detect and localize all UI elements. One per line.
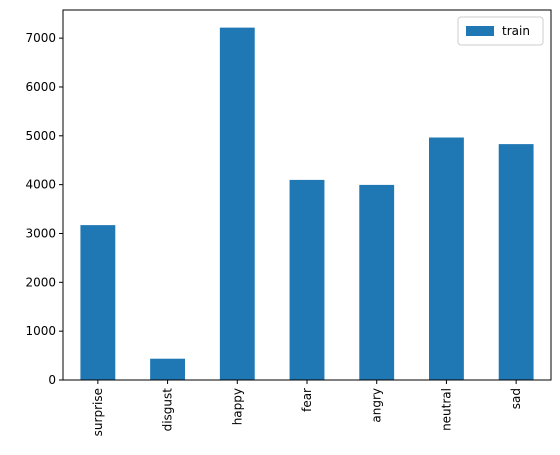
bar-neutral bbox=[429, 137, 464, 380]
legend-label-train: train bbox=[502, 24, 530, 38]
x-tick-label-surprise: surprise bbox=[91, 388, 105, 436]
y-tick-label: 1000 bbox=[25, 324, 56, 338]
legend-swatch-train bbox=[466, 26, 494, 36]
bar-fear bbox=[289, 179, 325, 380]
bars-layer bbox=[80, 27, 534, 380]
legend: train bbox=[457, 16, 544, 46]
y-tick-label: 4000 bbox=[25, 178, 56, 192]
x-tick-label-disgust: disgust bbox=[161, 388, 175, 432]
y-tick-label: 6000 bbox=[25, 80, 56, 94]
axes-layer: 0 1000 2000 3000 4000 5000 6000 7000 surprise dis… bbox=[25, 9, 552, 436]
x-tick-label-happy: happy bbox=[230, 388, 244, 425]
legend-box bbox=[457, 16, 544, 46]
y-tick-label: 2000 bbox=[25, 275, 56, 289]
x-tick-label-angry: angry bbox=[370, 388, 384, 423]
x-tick-label-fear: fear bbox=[300, 388, 314, 412]
x-tick-label-neutral: neutral bbox=[439, 388, 453, 431]
bar-disgust bbox=[150, 358, 185, 380]
bar-surprise bbox=[80, 225, 116, 380]
y-tick-label: 5000 bbox=[25, 129, 56, 143]
bar-sad bbox=[498, 144, 534, 380]
bar-happy bbox=[219, 27, 255, 380]
y-tick-label: 3000 bbox=[25, 226, 56, 240]
y-tick-label: 0 bbox=[48, 373, 56, 387]
y-tick-label: 7000 bbox=[25, 31, 56, 45]
bar-angry bbox=[359, 184, 395, 380]
x-tick-label-sad: sad bbox=[509, 388, 523, 409]
